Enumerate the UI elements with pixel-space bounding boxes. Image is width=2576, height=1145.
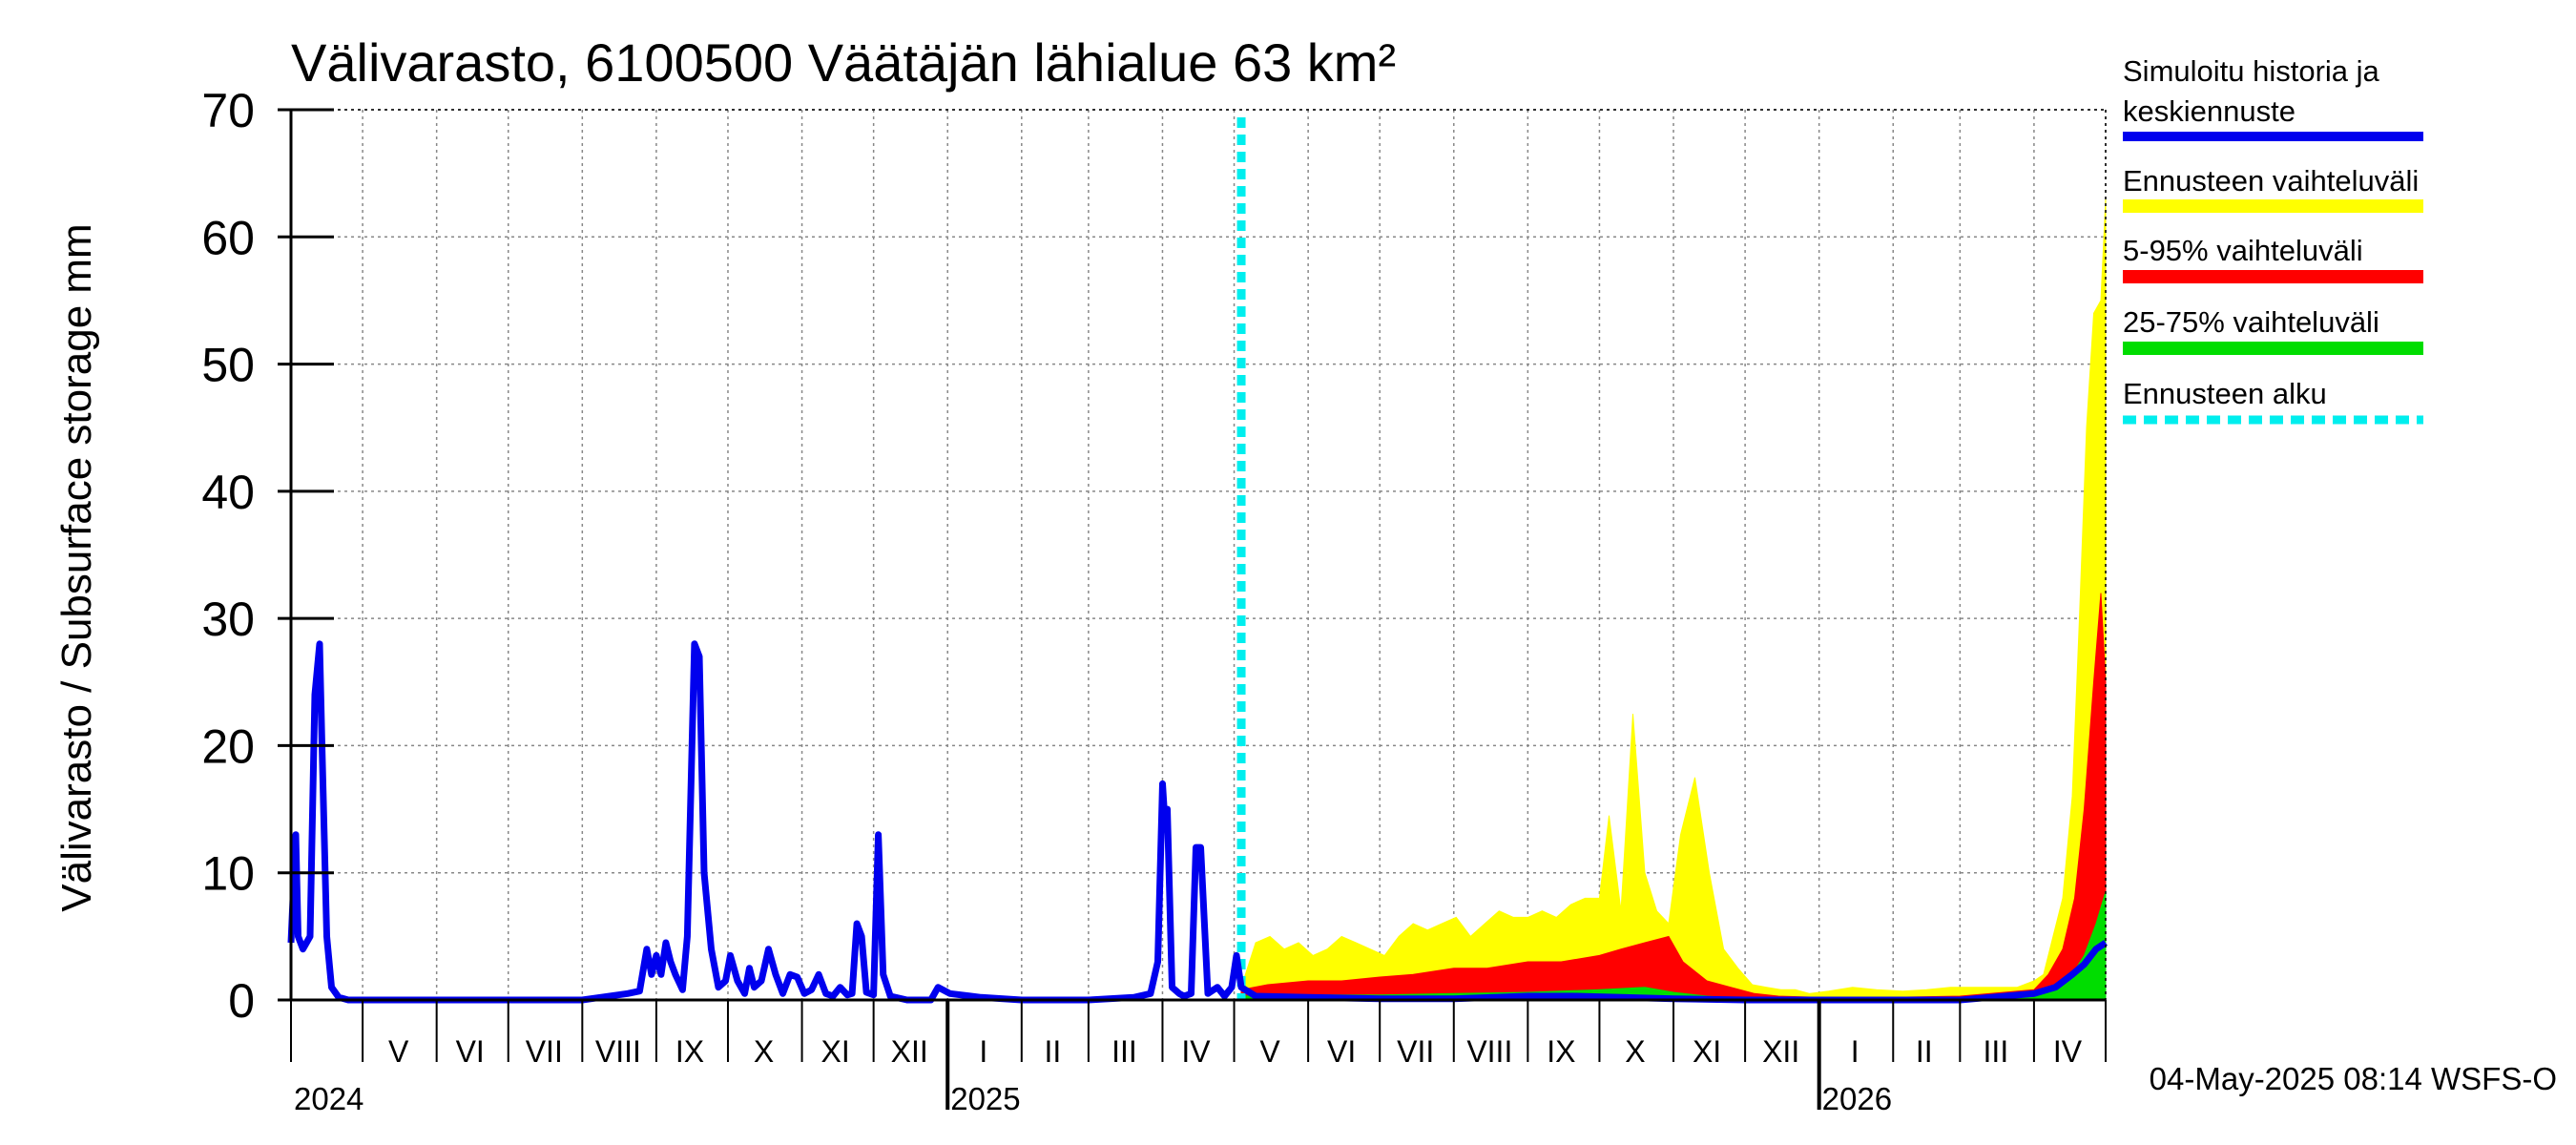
month-tick-label: VI xyxy=(1327,1034,1356,1069)
y-tick-label: 50 xyxy=(201,339,255,392)
month-tick-label: III xyxy=(1984,1034,2009,1069)
month-tick-label: XII xyxy=(891,1034,928,1069)
axes xyxy=(278,108,2107,1110)
legend-item-label: Ennusteen alku xyxy=(2123,377,2327,410)
area-5-95-vaihteluvali xyxy=(1240,593,2107,1001)
chart-title: Välivarasto, 6100500 Väätäjän lähialue 6… xyxy=(291,32,1396,93)
area-ennusteen-vaihteluvali xyxy=(1240,198,2107,1001)
legend-item-label-line: keskiennuste xyxy=(2123,94,2296,128)
month-tick-label: IV xyxy=(1181,1034,1211,1069)
month-tick-label: V xyxy=(1259,1034,1280,1069)
y-axis-label: Välivarasto / Subsurface storage mm xyxy=(53,223,100,911)
y-tick-label: 0 xyxy=(228,974,255,1028)
month-tick-label: VIII xyxy=(595,1034,641,1069)
legend-item: Ennusteen vaihteluväli xyxy=(2123,164,2423,213)
year-tick-label: 2026 xyxy=(1822,1081,1892,1116)
legend-item: 5-95% vaihteluväli xyxy=(2123,234,2423,283)
series-lines xyxy=(287,117,2108,1004)
legend-item-label-line: Simuloitu historia ja xyxy=(2123,54,2380,88)
month-tick-label: XI xyxy=(821,1034,849,1069)
legend: Simuloitu historia ja keskiennuste Ennuste… xyxy=(2123,54,2423,425)
month-tick-label: II xyxy=(1044,1034,1061,1069)
month-tick-label: III xyxy=(1111,1034,1137,1069)
month-tick-label: IX xyxy=(1547,1034,1575,1069)
legend-item-label: Ennusteen vaihteluväli xyxy=(2123,164,2419,198)
year-tick-label: 2024 xyxy=(294,1081,364,1116)
series-line-simuloitu xyxy=(287,640,2108,1004)
month-tick-label: X xyxy=(754,1034,774,1069)
legend-item-label: 5-95% vaihteluväli xyxy=(2123,234,2363,267)
legend-item-label: 25-75% vaihteluväli xyxy=(2123,305,2379,339)
y-tick-label: 70 xyxy=(201,84,255,137)
legend-item: 25-75% vaihteluväli xyxy=(2123,305,2423,355)
legend-item: Ennusteen alku xyxy=(2123,377,2423,425)
month-tick-label: VI xyxy=(456,1034,485,1069)
month-tick-label: V xyxy=(388,1034,409,1069)
legend-item: Simuloitu historia ja keskiennuste xyxy=(2123,54,2423,141)
year-tick-label: 2025 xyxy=(950,1081,1020,1116)
month-tick-label: IX xyxy=(675,1034,704,1069)
y-tick-label: 10 xyxy=(201,847,255,901)
month-tick-label: X xyxy=(1625,1034,1645,1069)
month-tick-label: II xyxy=(1916,1034,1933,1069)
month-tick-label: XI xyxy=(1693,1034,1721,1069)
month-tick-label: XII xyxy=(1762,1034,1799,1069)
y-tick-label: 30 xyxy=(201,593,255,646)
timestamp-label: 04-May-2025 08:14 WSFS-O xyxy=(2150,1061,2557,1096)
month-tick-label: VII xyxy=(526,1034,563,1069)
month-tick-label: I xyxy=(1851,1034,1859,1069)
y-tick-label: 20 xyxy=(201,719,255,773)
month-tick-label: I xyxy=(979,1034,987,1069)
legend-item-label: Simuloitu historia ja keskiennuste xyxy=(2123,54,2380,128)
month-tick-label: VII xyxy=(1397,1034,1434,1069)
month-tick-label: IV xyxy=(2053,1034,2083,1069)
y-tick-label: 60 xyxy=(201,211,255,264)
month-tick-label: VIII xyxy=(1466,1034,1512,1069)
y-tick-label: 40 xyxy=(201,466,255,519)
